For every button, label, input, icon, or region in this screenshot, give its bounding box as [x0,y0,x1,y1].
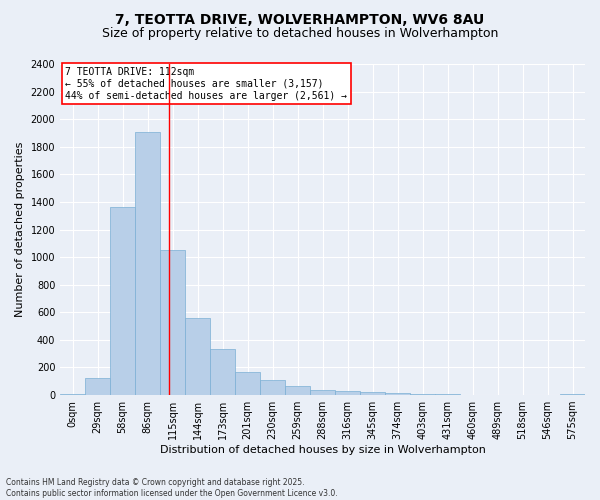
Bar [260,380,285,395]
Bar [85,378,110,395]
Bar [135,132,160,395]
Bar [285,386,310,395]
Bar [335,391,360,395]
Bar [310,390,335,395]
Bar [385,393,410,395]
Text: 7 TEOTTA DRIVE: 112sqm
← 55% of detached houses are smaller (3,157)
44% of semi-: 7 TEOTTA DRIVE: 112sqm ← 55% of detached… [65,68,347,100]
Bar [110,208,135,395]
Bar [410,394,435,395]
Text: Contains HM Land Registry data © Crown copyright and database right 2025.
Contai: Contains HM Land Registry data © Crown c… [6,478,338,498]
Bar [160,250,185,395]
Bar [360,392,385,395]
Text: 7, TEOTTA DRIVE, WOLVERHAMPTON, WV6 8AU: 7, TEOTTA DRIVE, WOLVERHAMPTON, WV6 8AU [115,12,485,26]
Bar [235,372,260,395]
Bar [560,394,585,395]
Bar [185,318,210,395]
Bar [210,349,235,395]
Bar [460,394,485,395]
X-axis label: Distribution of detached houses by size in Wolverhampton: Distribution of detached houses by size … [160,445,485,455]
Bar [435,394,460,395]
Y-axis label: Number of detached properties: Number of detached properties [15,142,25,317]
Bar [60,394,85,395]
Text: Size of property relative to detached houses in Wolverhampton: Size of property relative to detached ho… [102,28,498,40]
